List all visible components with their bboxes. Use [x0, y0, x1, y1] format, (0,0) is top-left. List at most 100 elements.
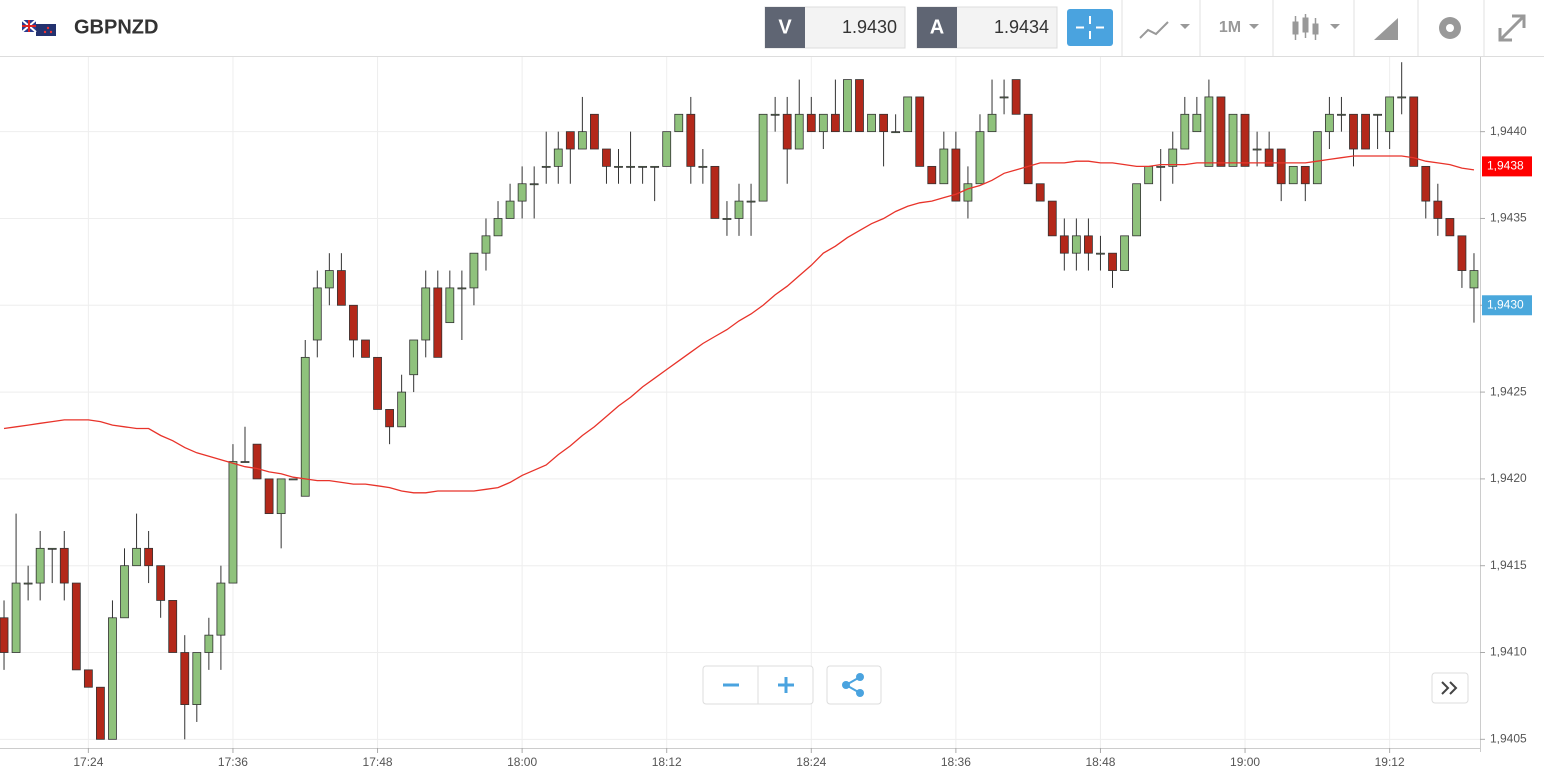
chart-type-button[interactable]: [1139, 21, 1190, 39]
candle-body: [0, 617, 9, 653]
fullscreen-button[interactable]: [1498, 14, 1526, 42]
candle-body: [457, 287, 467, 290]
candle-body: [204, 634, 214, 653]
symbol: GBPNZD: [74, 16, 158, 38]
candle-body: [11, 582, 21, 653]
toolbar-separators: [1121, 0, 1485, 56]
candle-body: [1445, 218, 1455, 237]
zoom-in[interactable]: [778, 677, 794, 693]
candle-body: [264, 478, 274, 515]
candle-body: [818, 113, 828, 133]
candle-body: [1324, 113, 1334, 133]
candle-body: [927, 165, 937, 185]
candle-body: [1409, 96, 1419, 167]
candle-body: [300, 356, 310, 497]
draw-tools-button[interactable]: [1374, 18, 1398, 40]
candle-body: [1096, 252, 1105, 255]
candle-body: [349, 304, 358, 341]
candle-body: [1047, 200, 1057, 237]
candle-body: [517, 183, 527, 202]
candle-body: [1457, 235, 1467, 271]
candle-body: [1361, 113, 1370, 150]
candle-body: [35, 547, 45, 584]
timeframe-caret: [1249, 24, 1259, 29]
candle-body: [1156, 165, 1166, 168]
candle-body: [710, 165, 720, 219]
candle-body: [469, 252, 479, 289]
candle-body: [252, 443, 262, 480]
candle-body: [734, 200, 744, 219]
price-label: 1,9430: [1487, 297, 1524, 311]
settings-button[interactable]: [1439, 17, 1461, 39]
sell-price: 1.9430: [842, 17, 897, 37]
candle-body: [288, 478, 298, 481]
y-tick-label: 1,9415: [1490, 558, 1527, 572]
candle-body: [1252, 148, 1262, 151]
scroll-end-icon: [1441, 681, 1458, 695]
candle-body: [276, 478, 286, 515]
candle-body: [1421, 165, 1431, 202]
candle-body: [746, 200, 756, 203]
candle-body: [867, 113, 876, 133]
candle-body: [541, 165, 551, 168]
candle-body: [794, 113, 804, 150]
candle-body: [1108, 252, 1117, 271]
candle-body: [565, 131, 575, 150]
candle-body: [1192, 113, 1202, 133]
crosshair-button[interactable]: [1067, 9, 1113, 46]
candle-body: [1397, 96, 1407, 99]
buy-tag: [917, 7, 957, 48]
x-tick-label: 18:12: [652, 755, 682, 769]
candle-body: [1216, 96, 1226, 167]
candle-body: [1144, 165, 1154, 185]
candle-body: [1373, 113, 1382, 116]
candle-body: [891, 131, 901, 134]
candle-body: [1204, 96, 1214, 167]
candle-body: [830, 113, 840, 133]
candle-body: [843, 79, 852, 133]
candle-body: [1011, 79, 1021, 115]
candle-body: [999, 96, 1009, 99]
candle-body: [1337, 113, 1346, 116]
y-tick-label: 1,9425: [1490, 384, 1527, 398]
candle-body: [903, 96, 913, 133]
share-button[interactable]: [826, 665, 882, 705]
candle-body: [951, 148, 961, 202]
candle-body: [602, 148, 611, 167]
candle-body: [1300, 165, 1310, 185]
candle-body: [963, 183, 973, 202]
candle-body: [228, 461, 238, 584]
candle-body: [939, 148, 949, 185]
candle-body: [553, 148, 563, 167]
candle-body: [1276, 148, 1286, 185]
candle-body: [806, 113, 816, 133]
candle-body: [879, 113, 888, 133]
candle-style-button[interactable]: [1292, 14, 1340, 40]
candle-body: [662, 131, 672, 167]
candle-body: [168, 600, 178, 653]
price-label: 1,9438: [1487, 159, 1524, 173]
sell-tag: [765, 7, 805, 48]
x-tick-label: 17:36: [218, 755, 248, 769]
y-tick-label: 1,9440: [1490, 124, 1527, 138]
candle-body: [96, 686, 105, 740]
candle-body: [1264, 148, 1274, 167]
buy-price: 1.9434: [994, 17, 1049, 37]
x-tick-label: 18:48: [1085, 755, 1115, 769]
candle-body: [1312, 131, 1322, 185]
y-tick-label: 1,9410: [1490, 645, 1527, 659]
candle-body: [361, 339, 370, 358]
candle-body: [108, 617, 117, 740]
candle-body: [1132, 183, 1142, 237]
candle-body: [722, 218, 732, 220]
candle-body: [1084, 235, 1093, 254]
flag: [21, 19, 56, 36]
plot-area: 1,9405 1,9410 1,9415 1,9420 1,9425 1,9430 1,94…: [0, 57, 1527, 769]
candle-body: [626, 165, 635, 168]
candle-body: [638, 165, 648, 168]
timeframe[interactable]: 1M: [1219, 19, 1241, 36]
candle-body: [577, 131, 587, 150]
x-tick-label: 17:48: [363, 755, 393, 769]
x-tick-label: 18:00: [507, 755, 537, 769]
scroll-end-button[interactable]: [1431, 672, 1469, 704]
